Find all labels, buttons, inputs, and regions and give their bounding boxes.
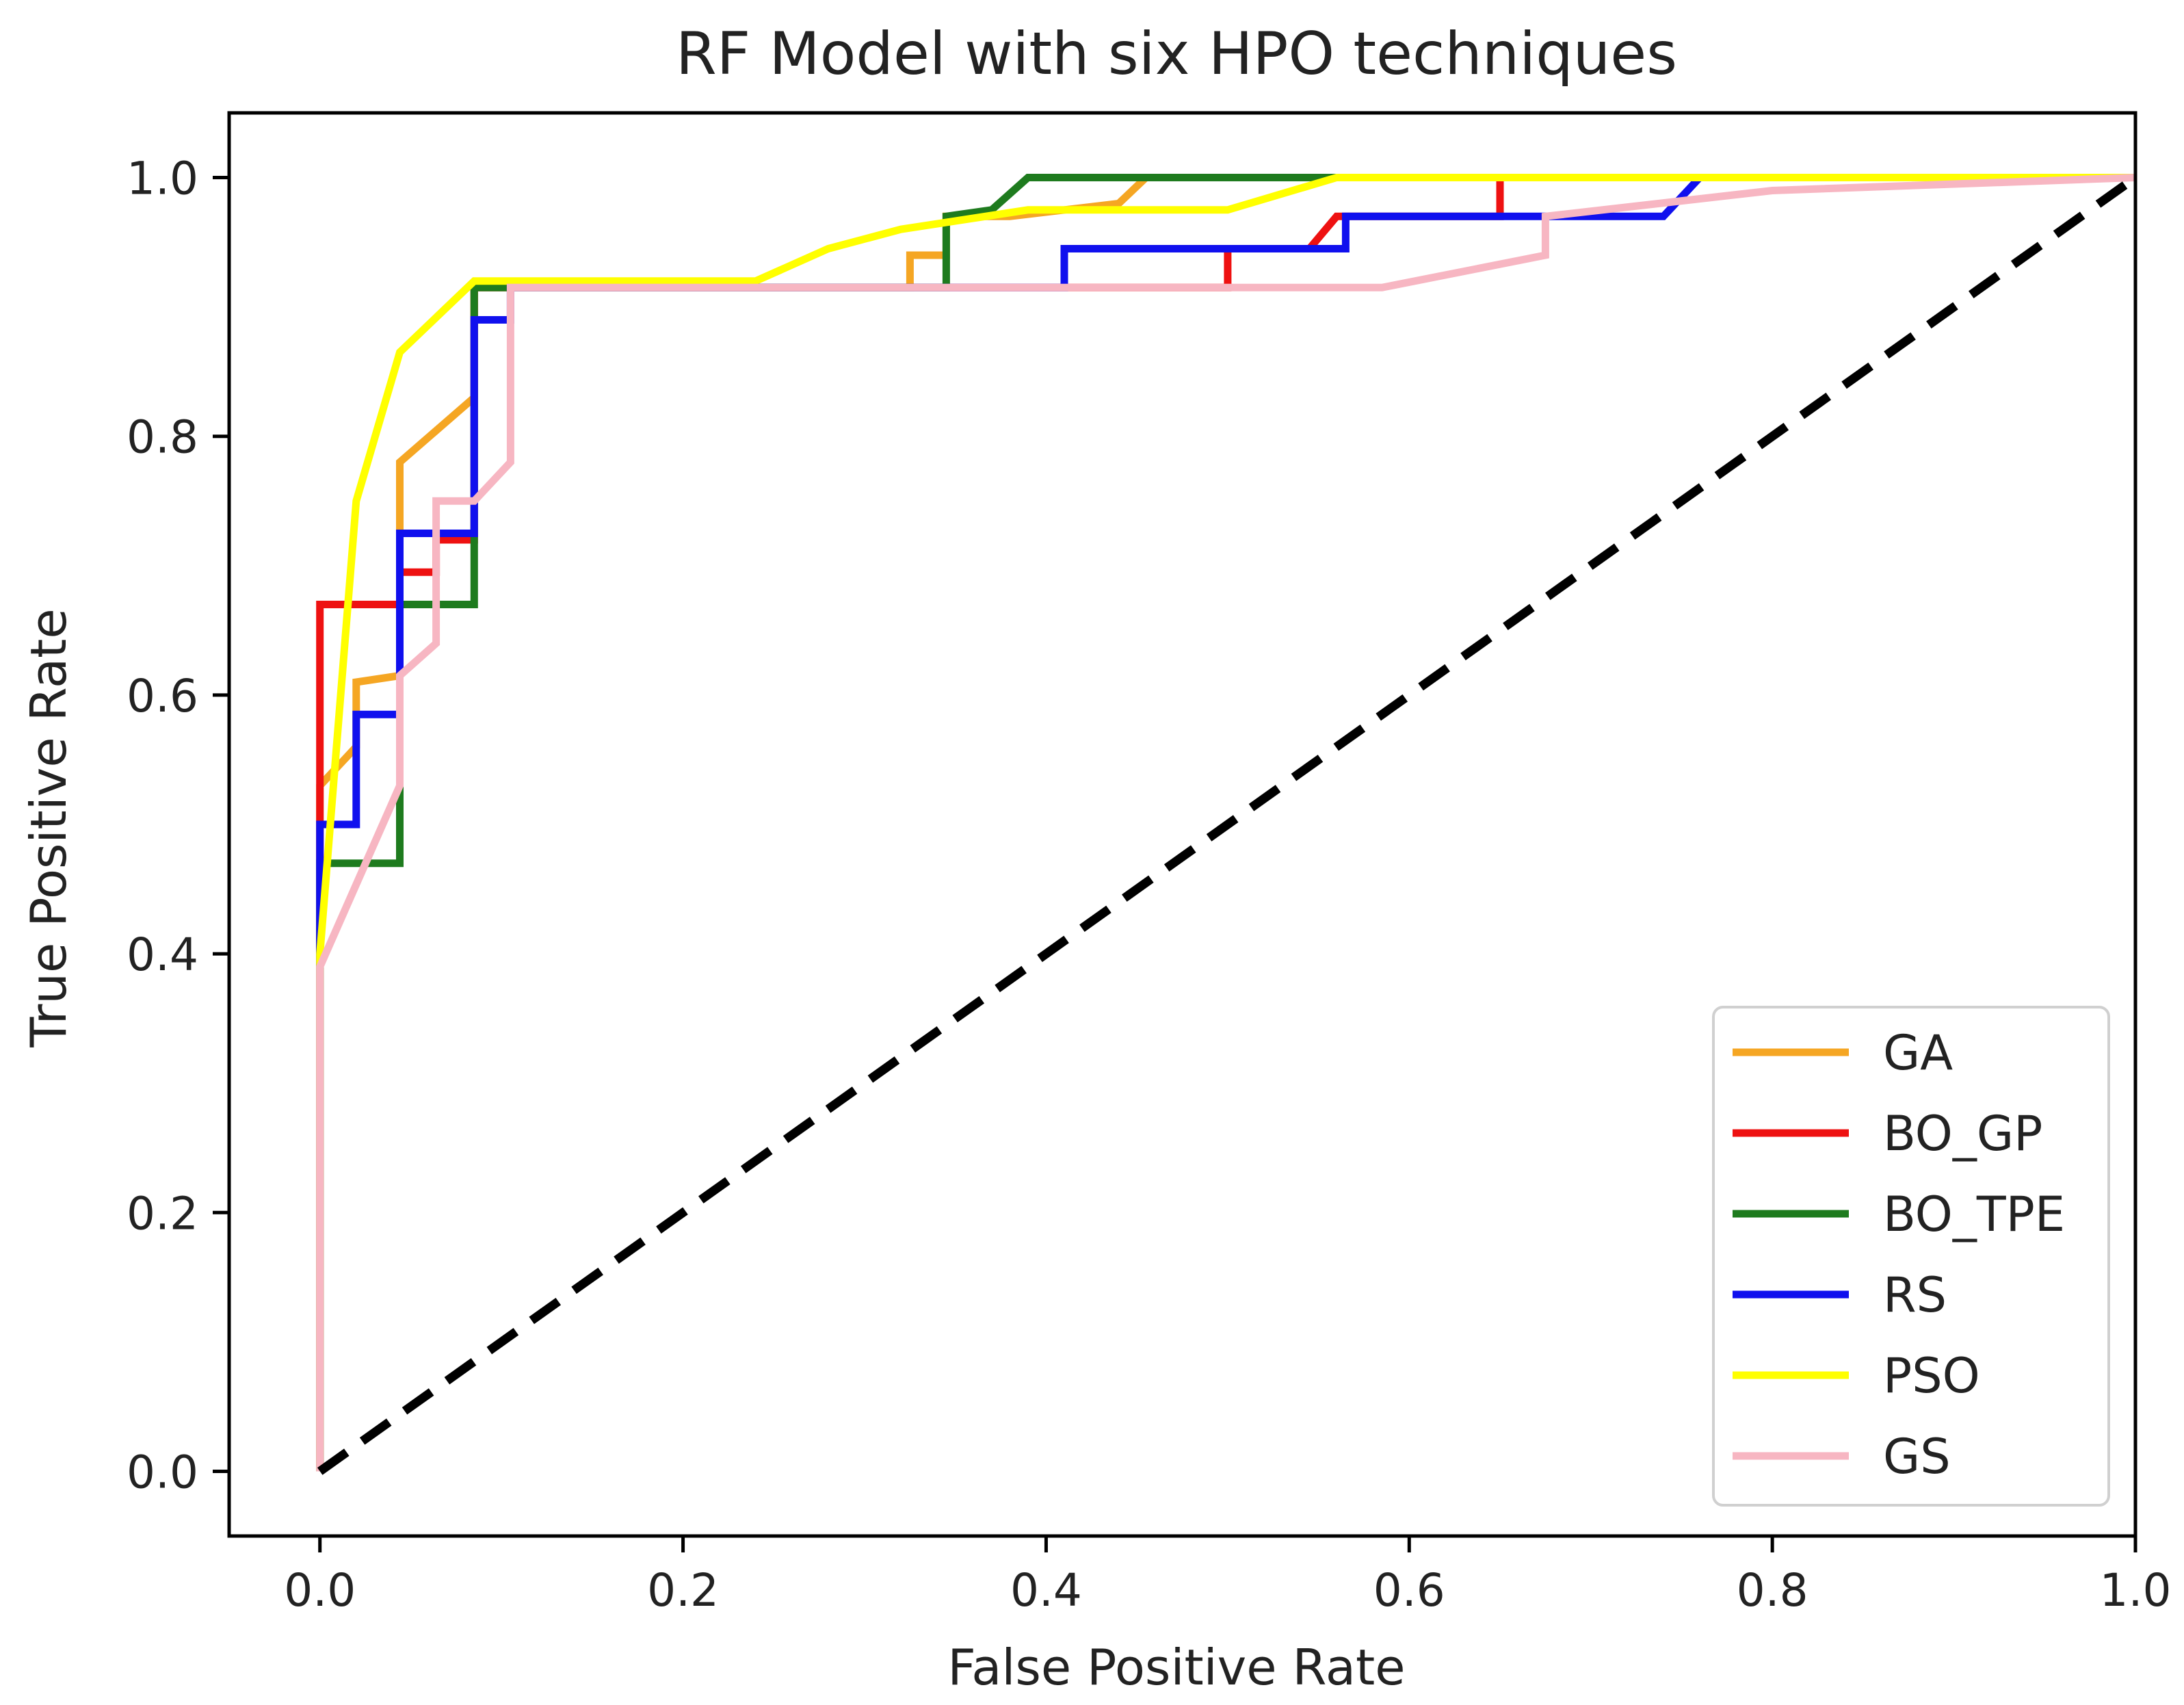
y-tick-label: 0.2 [127, 1187, 198, 1240]
plot-area [316, 174, 2136, 1472]
x-tick-label: 0.6 [1373, 1564, 1445, 1617]
legend-label: GA [1883, 1025, 1953, 1081]
legend-label: BO_GP [1883, 1106, 2042, 1162]
reference-diagonal-line [317, 174, 2138, 1475]
chart-title: RF Model with six HPO techniques [676, 20, 1677, 88]
x-tick-label: 0.0 [284, 1564, 356, 1617]
x-tick-label: 0.8 [1737, 1564, 1808, 1617]
legend-label: PSO [1883, 1348, 1980, 1404]
legend-label: GS [1883, 1429, 1951, 1485]
axis-ticks: 0.0 0.2 0.4 0.6 0.8 1.0 0.0 0.2 0.4 0.6 0.8 1.0 [127, 153, 2171, 1617]
y-tick-label: 0.6 [127, 670, 198, 723]
x-axis-label: False Positive Rate [947, 1639, 1405, 1696]
series-line-gs [316, 174, 2136, 1472]
series-line-pso [316, 174, 2135, 1472]
y-tick-label: 0.0 [127, 1446, 198, 1498]
y-tick-label: 0.4 [127, 928, 198, 981]
y-tick-label: 0.8 [127, 411, 198, 464]
plot-frame [227, 111, 2137, 1538]
reference-line-group [317, 174, 2138, 1475]
series-line-bo-tpe [316, 174, 2135, 1472]
legend-label: RS [1883, 1267, 1947, 1323]
legend-label: BO_TPE [1883, 1186, 2065, 1242]
legend: GA BO_GP BO_TPE RS PSO GS [1712, 1006, 2110, 1507]
x-tick-label: 0.2 [647, 1564, 719, 1617]
y-tick-label: 1.0 [127, 153, 198, 205]
x-tick-label: 0.4 [1010, 1564, 1082, 1617]
x-tick-label: 1.0 [2100, 1564, 2172, 1617]
y-axis-label: True Positive Rate [20, 608, 77, 1047]
